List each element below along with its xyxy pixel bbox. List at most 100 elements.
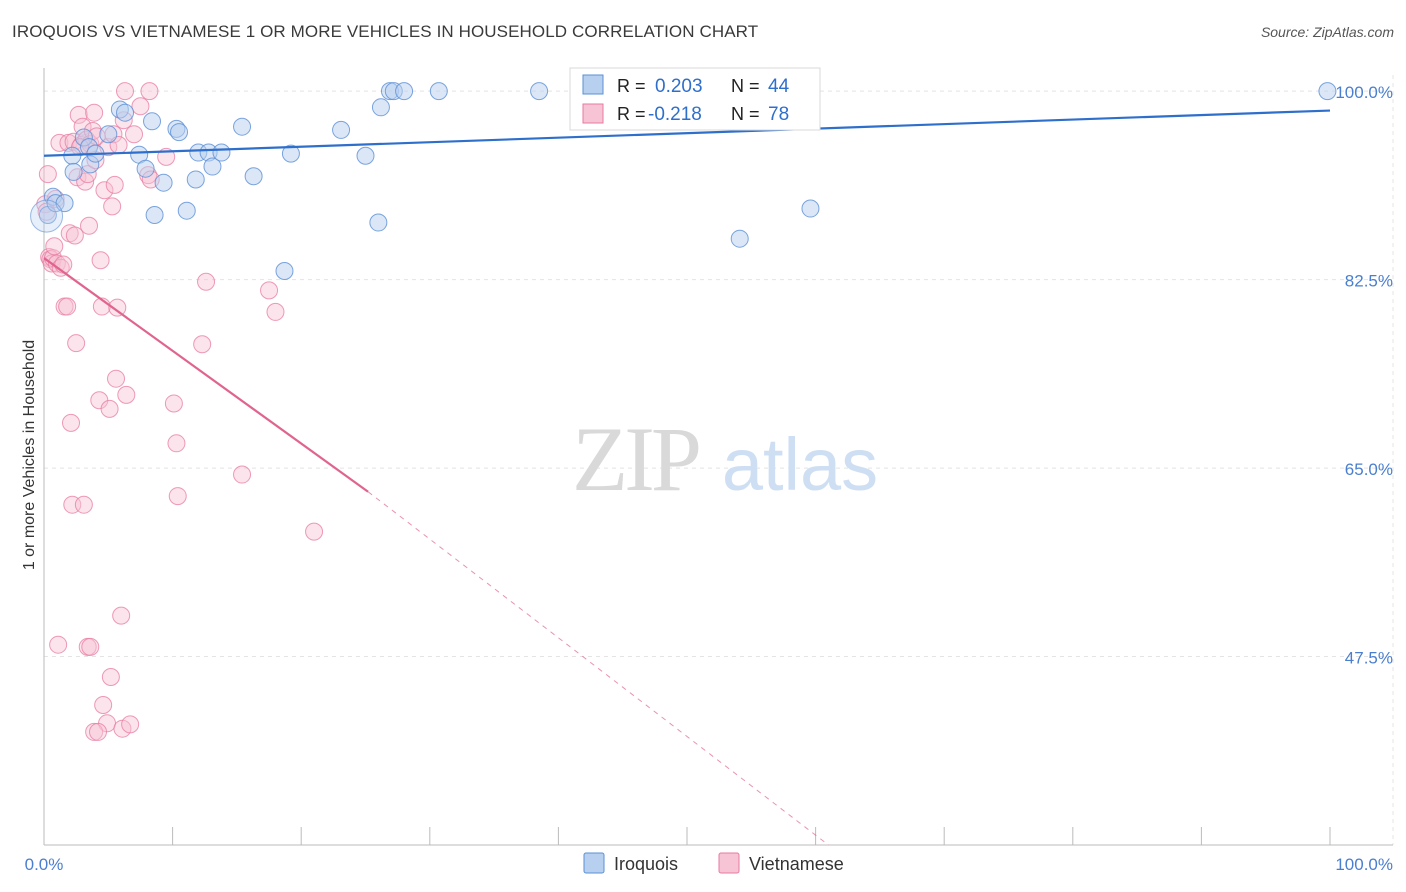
iroquois-point-28	[275, 262, 294, 280]
stats-n-label-2: N =	[731, 104, 760, 124]
y-tick-label-3: 100.0%	[1335, 83, 1393, 102]
vietnamese-point-75	[89, 722, 108, 741]
vietnamese-point-56	[125, 125, 144, 144]
vietnamese-point-67	[233, 465, 252, 484]
vietnamese-point-13	[58, 297, 77, 316]
vietnamese-point-39	[95, 181, 114, 200]
stats-swatch-blue	[582, 74, 604, 95]
iroquois-point-37	[429, 82, 448, 101]
y-axis-label: 1 or more Vehicles in Household	[21, 339, 38, 571]
x-tick-labels: 0.0% 100.0%	[25, 855, 1393, 874]
iroquois-point-36	[395, 82, 414, 101]
iroquois-point-25	[212, 143, 231, 162]
iroquois-point-24	[203, 157, 222, 176]
iroquois-point-31	[356, 146, 375, 165]
vietnamese-point-54	[117, 385, 136, 404]
iroquois-point-10	[99, 125, 118, 144]
vietnamese-point-43	[101, 668, 120, 686]
iroquois-point-15	[143, 112, 162, 131]
stats-n-label-1: N =	[731, 76, 760, 96]
watermark: ZIP atlas	[572, 408, 878, 510]
iroquois-trend-line	[43, 109, 1331, 157]
vietnamese-point-71	[49, 635, 68, 654]
iroquois-point-30	[332, 120, 351, 139]
vietnamese-point-50	[112, 606, 131, 625]
iroquois-point-33	[371, 98, 390, 117]
y-tick-labels: 47.5% 65.0% 82.5% 100.0%	[1335, 83, 1393, 667]
grid-lines	[44, 75, 1394, 845]
x-tick-label-1: 100.0%	[1335, 855, 1393, 874]
iroquois-point-12	[116, 103, 135, 122]
iroquois-point-20	[177, 201, 196, 220]
vietnamese-point-20	[67, 334, 86, 353]
vietnamese-point-32	[85, 103, 104, 122]
vietnamese-point-59	[140, 82, 159, 101]
iroquois-point-32	[369, 213, 388, 232]
series-iroquois-points	[30, 82, 1337, 280]
iroquois-point-19	[170, 123, 189, 142]
stats-legend: R = 0.203 N = 44 R = -0.218 N = 78	[569, 67, 821, 131]
iroquois-point-42	[1318, 82, 1337, 101]
iroquois-point-cluster	[30, 199, 64, 233]
vietnamese-point-9	[50, 133, 69, 152]
vietnamese-trend-line-dashed	[367, 491, 829, 846]
stats-r-value-2: -0.218	[648, 104, 702, 125]
vietnamese-point-63	[167, 434, 186, 453]
series-legend: Iroquois Vietnamese	[583, 852, 844, 874]
stats-r-label-1: R =	[617, 76, 646, 96]
watermark-atlas: atlas	[722, 423, 878, 506]
vietnamese-point-16	[62, 413, 81, 432]
vietnamese-point-69	[266, 302, 285, 321]
iroquois-point-26	[233, 117, 252, 136]
iroquois-point-29	[281, 144, 300, 163]
chart-source: Source: ZipAtlas.com	[1260, 24, 1394, 40]
legend-swatch-vietnamese	[718, 852, 740, 874]
iroquois-point-38	[530, 82, 549, 101]
vietnamese-point-74	[85, 722, 104, 741]
legend-label-iroquois: Iroquois	[614, 854, 678, 874]
vietnamese-point-55	[121, 715, 140, 734]
vietnamese-point-2	[38, 165, 57, 184]
vietnamese-point-11	[54, 255, 73, 274]
iroquois-point-40	[730, 229, 749, 248]
vietnamese-point-73	[81, 637, 100, 656]
vietnamese-point-66	[197, 272, 216, 291]
vietnamese-point-62	[164, 394, 183, 413]
x-tick-label-0: 0.0%	[25, 855, 64, 874]
axes	[43, 68, 1393, 846]
vietnamese-point-29	[80, 216, 99, 235]
vietnamese-trend-line	[43, 257, 369, 493]
stats-swatch-pink	[582, 103, 604, 124]
stats-r-value-1: 0.203	[655, 76, 703, 97]
vietnamese-point-70	[305, 522, 324, 541]
iroquois-point-41	[801, 199, 820, 218]
vietnamese-point-26	[76, 172, 95, 191]
stats-n-value-1: 44	[768, 76, 790, 97]
vietnamese-point-42	[100, 399, 119, 418]
watermark-zip: ZIP	[572, 408, 699, 510]
vietnamese-point-68	[260, 281, 279, 300]
y-tick-label-1: 65.0%	[1345, 460, 1393, 479]
vietnamese-point-46	[105, 175, 124, 194]
vietnamese-point-36	[91, 251, 110, 270]
series-vietnamese-points	[36, 82, 324, 741]
vietnamese-point-65	[193, 335, 212, 354]
stats-r-label-2: R =	[617, 104, 646, 124]
legend-label-vietnamese: Vietnamese	[749, 854, 844, 874]
iroquois-point-14	[136, 159, 155, 178]
iroquois-point-21	[186, 170, 205, 189]
iroquois-point-5	[64, 162, 83, 181]
vietnamese-point-53	[116, 82, 135, 101]
y-tick-label-2: 82.5%	[1345, 272, 1393, 291]
vietnamese-point-19	[65, 226, 84, 245]
vietnamese-point-57	[131, 97, 150, 116]
chart-title: IROQUOIS VS VIETNAMESE 1 OR MORE VEHICLE…	[12, 22, 759, 41]
vietnamese-point-44	[103, 197, 122, 216]
iroquois-point-17	[154, 173, 173, 192]
vietnamese-point-47	[107, 369, 126, 388]
vietnamese-point-25	[74, 495, 93, 514]
y-tick-label-0: 47.5%	[1345, 649, 1393, 668]
iroquois-point-16	[145, 206, 164, 224]
trend-lines	[43, 109, 1331, 846]
